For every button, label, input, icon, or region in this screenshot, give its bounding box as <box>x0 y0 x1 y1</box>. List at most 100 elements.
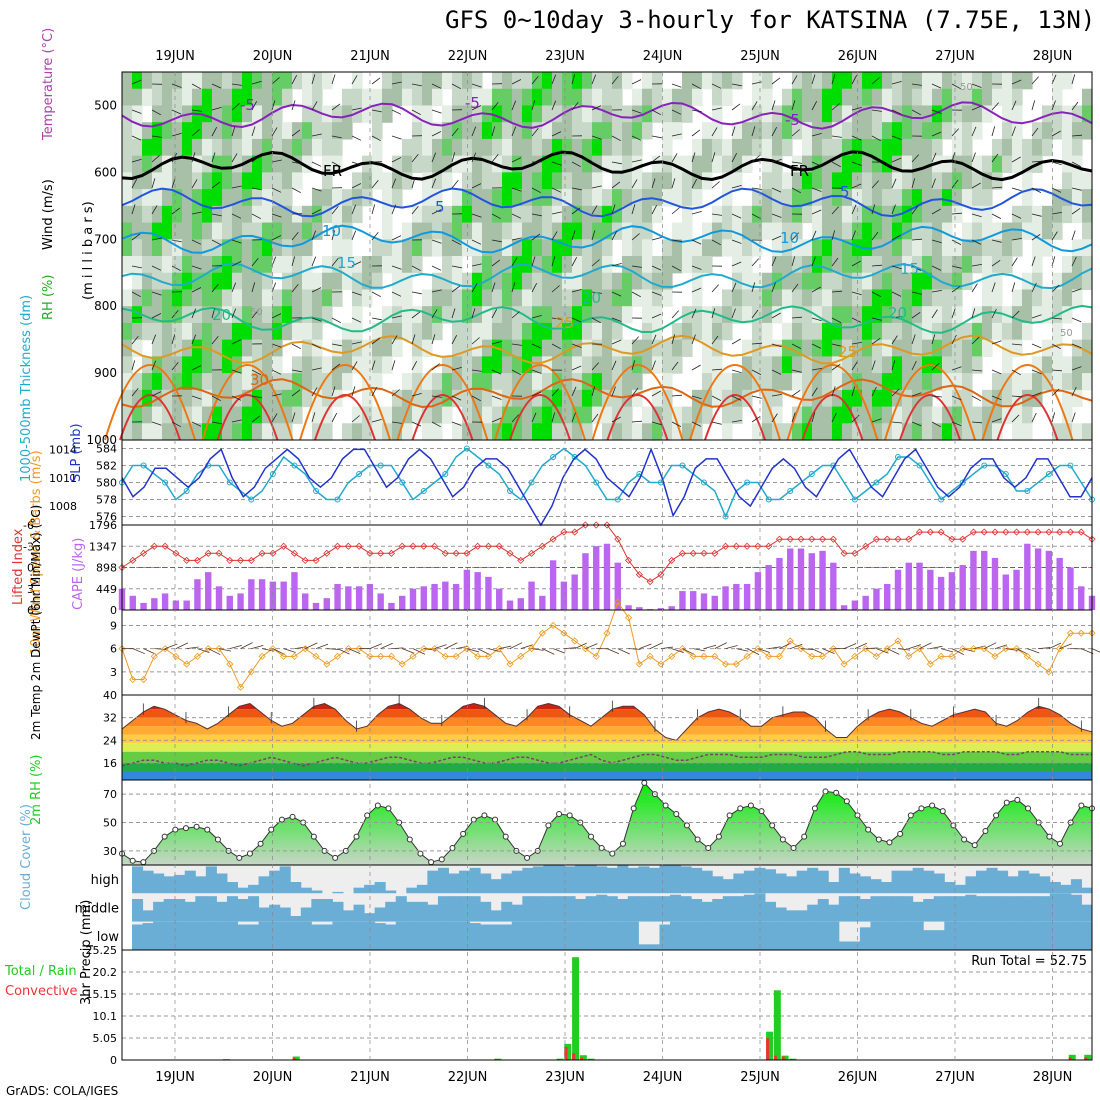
li-marker <box>290 549 299 557</box>
rh-cell <box>952 189 963 207</box>
rh-cell <box>352 105 363 123</box>
wind-barb <box>351 230 357 241</box>
rh-cell <box>242 88 253 107</box>
wind-barb <box>671 334 676 345</box>
rh-cell <box>352 72 363 90</box>
rh-cell <box>602 122 613 140</box>
rh-cell <box>472 289 483 307</box>
rh-cell <box>672 105 683 123</box>
wind-barb <box>291 75 298 85</box>
rh-cell <box>592 272 603 291</box>
rh-cell <box>562 222 573 240</box>
rh-cell <box>792 88 803 107</box>
rh-cell <box>172 88 183 107</box>
thickness-marker <box>1024 488 1031 494</box>
rh-cell <box>372 339 383 357</box>
wind-barb <box>591 317 601 324</box>
rh-cell <box>432 306 443 324</box>
rh-cell <box>192 389 203 408</box>
ylabel-millibars: (m i l l i b a r s) <box>81 201 96 300</box>
precip-total-bar <box>556 1058 564 1060</box>
rh-cell <box>182 373 193 391</box>
rh-cell <box>1012 88 1023 107</box>
li-marker <box>236 556 245 564</box>
isotherm-line <box>121 187 1093 218</box>
rh-cell <box>462 406 473 424</box>
wind10-barb <box>186 646 199 650</box>
wind-barb <box>491 154 499 163</box>
rh-cell <box>262 339 273 357</box>
rh-cell <box>762 222 773 240</box>
rh-cell <box>892 373 903 391</box>
wind-marker <box>1077 629 1085 637</box>
rh-cell <box>192 406 203 424</box>
cloud-bar <box>522 921 534 950</box>
rh-cell <box>122 389 133 408</box>
rh-cell <box>492 356 503 374</box>
rh-cell <box>682 222 693 240</box>
wind-barb <box>211 395 221 402</box>
rh-cell <box>282 373 293 391</box>
wind-barb <box>271 313 282 319</box>
wind10-barb <box>736 648 749 652</box>
rh-cell <box>632 289 643 307</box>
rh-cell <box>252 406 263 424</box>
rh-cell <box>162 322 173 341</box>
cloud-bar <box>775 873 787 894</box>
rh-cell <box>482 155 493 173</box>
rh-cell <box>282 122 293 140</box>
rh-cell <box>792 339 803 357</box>
rh-cell <box>392 322 403 341</box>
rh-cell <box>172 138 183 157</box>
rh-cell <box>612 322 623 341</box>
rh-cell <box>772 256 783 274</box>
rh-cell <box>872 256 883 274</box>
wind-barb <box>371 360 376 371</box>
li-marker <box>484 542 493 550</box>
rh-cell <box>752 72 763 90</box>
rh-cell <box>842 406 853 424</box>
rh-cell <box>592 172 603 190</box>
wind-barb <box>451 308 456 319</box>
wind-barb <box>371 77 381 85</box>
wind-barb <box>811 343 822 349</box>
rh-cell <box>642 105 653 123</box>
rh-cell <box>452 306 463 324</box>
wind-barb <box>431 289 442 293</box>
rh-cell <box>762 272 773 291</box>
li-marker <box>150 542 158 550</box>
rh-cell <box>612 155 623 173</box>
cloud-bar <box>817 870 829 894</box>
rh-cell <box>362 406 373 424</box>
rh-cell <box>362 256 373 274</box>
wind-barb <box>171 153 178 163</box>
rh-cell <box>802 356 813 374</box>
wind-barb <box>851 342 862 345</box>
precip-conv-bar <box>766 1038 770 1060</box>
rh-cell <box>862 189 873 207</box>
cloud-bar <box>406 921 418 950</box>
rh-cell <box>822 138 833 157</box>
rh-cell <box>792 256 803 274</box>
wind-barb <box>1071 207 1081 215</box>
wind-barb <box>231 153 238 163</box>
cape-bar <box>506 600 514 610</box>
rh-cell <box>122 423 133 441</box>
rh-cell <box>372 423 383 441</box>
wind-barb <box>631 387 639 397</box>
rh-cell <box>362 105 373 123</box>
wind-marker <box>937 652 945 660</box>
rh-cell <box>982 289 993 307</box>
wind-barb <box>691 83 701 90</box>
rh-cell <box>252 322 263 341</box>
rh-cell <box>692 239 703 257</box>
rh-cell <box>842 105 853 123</box>
wind-barb <box>811 74 816 85</box>
cape-bar <box>1002 574 1009 610</box>
cloud-bar <box>480 924 492 950</box>
rh-cell <box>572 189 583 207</box>
thickness-marker <box>593 479 600 486</box>
rh-cell <box>822 172 833 190</box>
ylabel-wind: Wind (m/s) <box>41 179 56 250</box>
li-marker <box>1066 528 1075 536</box>
